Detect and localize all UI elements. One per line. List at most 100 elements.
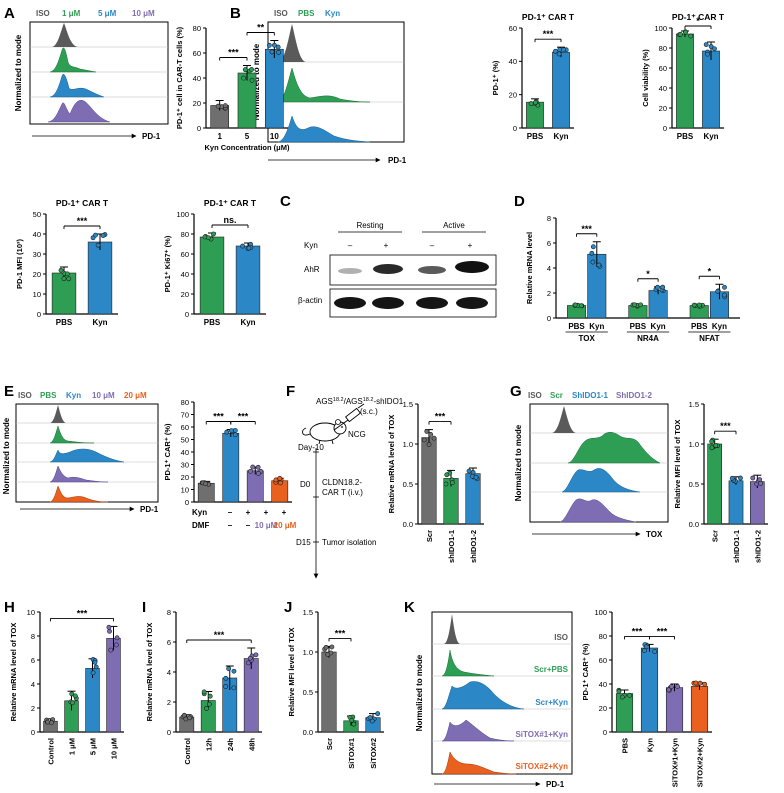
- y-axis-label-norm: Normalized to mode: [514, 424, 523, 501]
- data-point: [693, 680, 699, 686]
- data-point: [590, 244, 596, 250]
- y-tick-label: 2: [547, 289, 551, 298]
- data-point: [222, 103, 228, 109]
- data-point: [702, 681, 708, 687]
- data-point: [533, 100, 538, 105]
- blot-band: [418, 266, 446, 274]
- data-point: [92, 659, 98, 665]
- hist-trace-sitox2-kyn: [441, 751, 517, 775]
- group-label-active: Active: [443, 221, 465, 230]
- chart-F_bar: 0.0 0.5 1.0 1.5 Relative mRNA level of TOX Sc…: [387, 400, 484, 563]
- x-tick-label: shIDO1-1: [732, 530, 741, 563]
- bar: [321, 651, 337, 733]
- x-tick-label: PBS: [56, 318, 73, 327]
- chart-title: PD-1⁺ CAR T: [672, 12, 725, 22]
- data-point: [72, 693, 78, 699]
- data-point: [375, 711, 381, 717]
- legend-iso: ISO: [528, 391, 542, 400]
- y-tick-label: 50: [181, 435, 189, 444]
- data-point: [729, 475, 735, 481]
- y-tick-label: 6: [167, 638, 171, 647]
- data-point: [715, 288, 721, 294]
- y-tick-label: 0.0: [403, 520, 413, 529]
- y-axis-label: PD-1⁺ CAR⁺ (%): [163, 423, 172, 481]
- data-point: [242, 67, 248, 73]
- data-point: [426, 442, 432, 447]
- data-point: [660, 284, 666, 290]
- chart-B_ki67: 0 20 40 60 80 100 PD-1⁺ Ki67⁺ (%) PD-1⁺ CAR T PB…: [163, 198, 266, 327]
- legend-scr: Scr: [550, 391, 563, 400]
- y-tick-label: 0: [603, 728, 607, 737]
- y-tick-label: 8: [547, 214, 551, 223]
- bar: [235, 245, 261, 315]
- y-tick-label: 70: [181, 410, 189, 419]
- x-tick-label: 12h: [204, 738, 213, 751]
- data-point: [561, 47, 567, 53]
- y-tick-label: 8: [31, 632, 35, 641]
- sig-label: ***: [657, 626, 668, 636]
- data-point: [66, 276, 72, 282]
- bar: [640, 647, 659, 733]
- y-tick-label: 0: [185, 498, 189, 507]
- bar: [526, 101, 544, 129]
- data-point: [696, 302, 702, 308]
- data-point: [206, 701, 212, 707]
- data-point: [232, 428, 238, 433]
- data-point: [705, 51, 710, 57]
- legend-shido1-2: ShIDO1-2: [616, 391, 653, 400]
- sig-label: ***: [581, 224, 592, 234]
- data-point: [329, 644, 335, 650]
- data-point: [215, 103, 221, 109]
- data-point: [553, 48, 558, 54]
- hist-trace-iso: [50, 405, 66, 423]
- data-point: [223, 684, 229, 689]
- y-tick-label: 0.0: [303, 728, 313, 737]
- data-point: [589, 250, 595, 256]
- bar: [615, 693, 634, 733]
- legend-iso: ISO: [36, 9, 50, 18]
- x-tick-label: PBS: [568, 322, 585, 331]
- chart-G_bar: 0.0 0.5 1.0 1.5 Relative MFI level of TOX Scr…: [673, 400, 768, 563]
- histogram-E: ISO PBS Kyn 10 μM 20 μM PD-1 Normalized …: [2, 391, 159, 514]
- bar: [106, 638, 121, 733]
- x-tick-label: shIDO1-1: [447, 530, 456, 563]
- sig-label: *: [708, 266, 712, 276]
- sig-label: ***: [720, 421, 731, 431]
- schema-cells: AGS18.2/AGS18.2-shIDO1: [316, 397, 404, 406]
- data-point: [269, 49, 275, 55]
- group-label: TOX: [579, 334, 596, 343]
- x-tick-label: Kyn: [651, 322, 666, 331]
- panel-letter-I: I: [142, 599, 146, 616]
- chart-J_bar: 0.0 0.5 1.0 1.5 Relative MFI level of TOX Scr…: [287, 608, 384, 769]
- x-axis-label-pd1: PD-1: [142, 132, 161, 141]
- data-point: [58, 267, 64, 273]
- legend-5um: 5 μM: [98, 9, 117, 18]
- x-tick-label: PBS: [677, 132, 694, 141]
- panel-letter-E: E: [4, 383, 14, 400]
- schema-d15: D15: [296, 538, 311, 547]
- bar: [702, 50, 720, 129]
- blot-band: [373, 264, 403, 274]
- hist-legend-G: ISO Scr ShIDO1-1 ShIDO1-2: [528, 391, 653, 400]
- y-tick-label: 80: [659, 44, 667, 53]
- data-point: [246, 245, 252, 251]
- y-axis-label: Relative MFI level of TOX: [287, 627, 296, 716]
- y-axis-label: PD-1 MFI (10³): [15, 239, 24, 290]
- row-label-bactin: β-actin: [298, 296, 322, 305]
- y-tick-label: 60: [181, 250, 189, 259]
- hist-trace-10um: [49, 465, 109, 483]
- data-point: [49, 720, 54, 726]
- mouse-icon: [302, 419, 347, 445]
- sig-label: ***: [435, 412, 446, 422]
- legend-scr-kyn: Scr+Kyn: [535, 698, 568, 707]
- data-point: [114, 635, 120, 641]
- x-tick-label: PBS: [204, 318, 221, 327]
- data-point: [712, 46, 717, 52]
- sig-label: ns.: [223, 215, 236, 225]
- schema-d0-text: CAR T (i.v.): [322, 488, 363, 497]
- hist-trace-20um: [49, 485, 109, 503]
- x-axis-label-pd1: PD-1: [388, 156, 407, 165]
- hist-trace-10um: [47, 100, 111, 123]
- sig-label: ***: [632, 626, 643, 636]
- y-tick-label: 0: [663, 124, 667, 133]
